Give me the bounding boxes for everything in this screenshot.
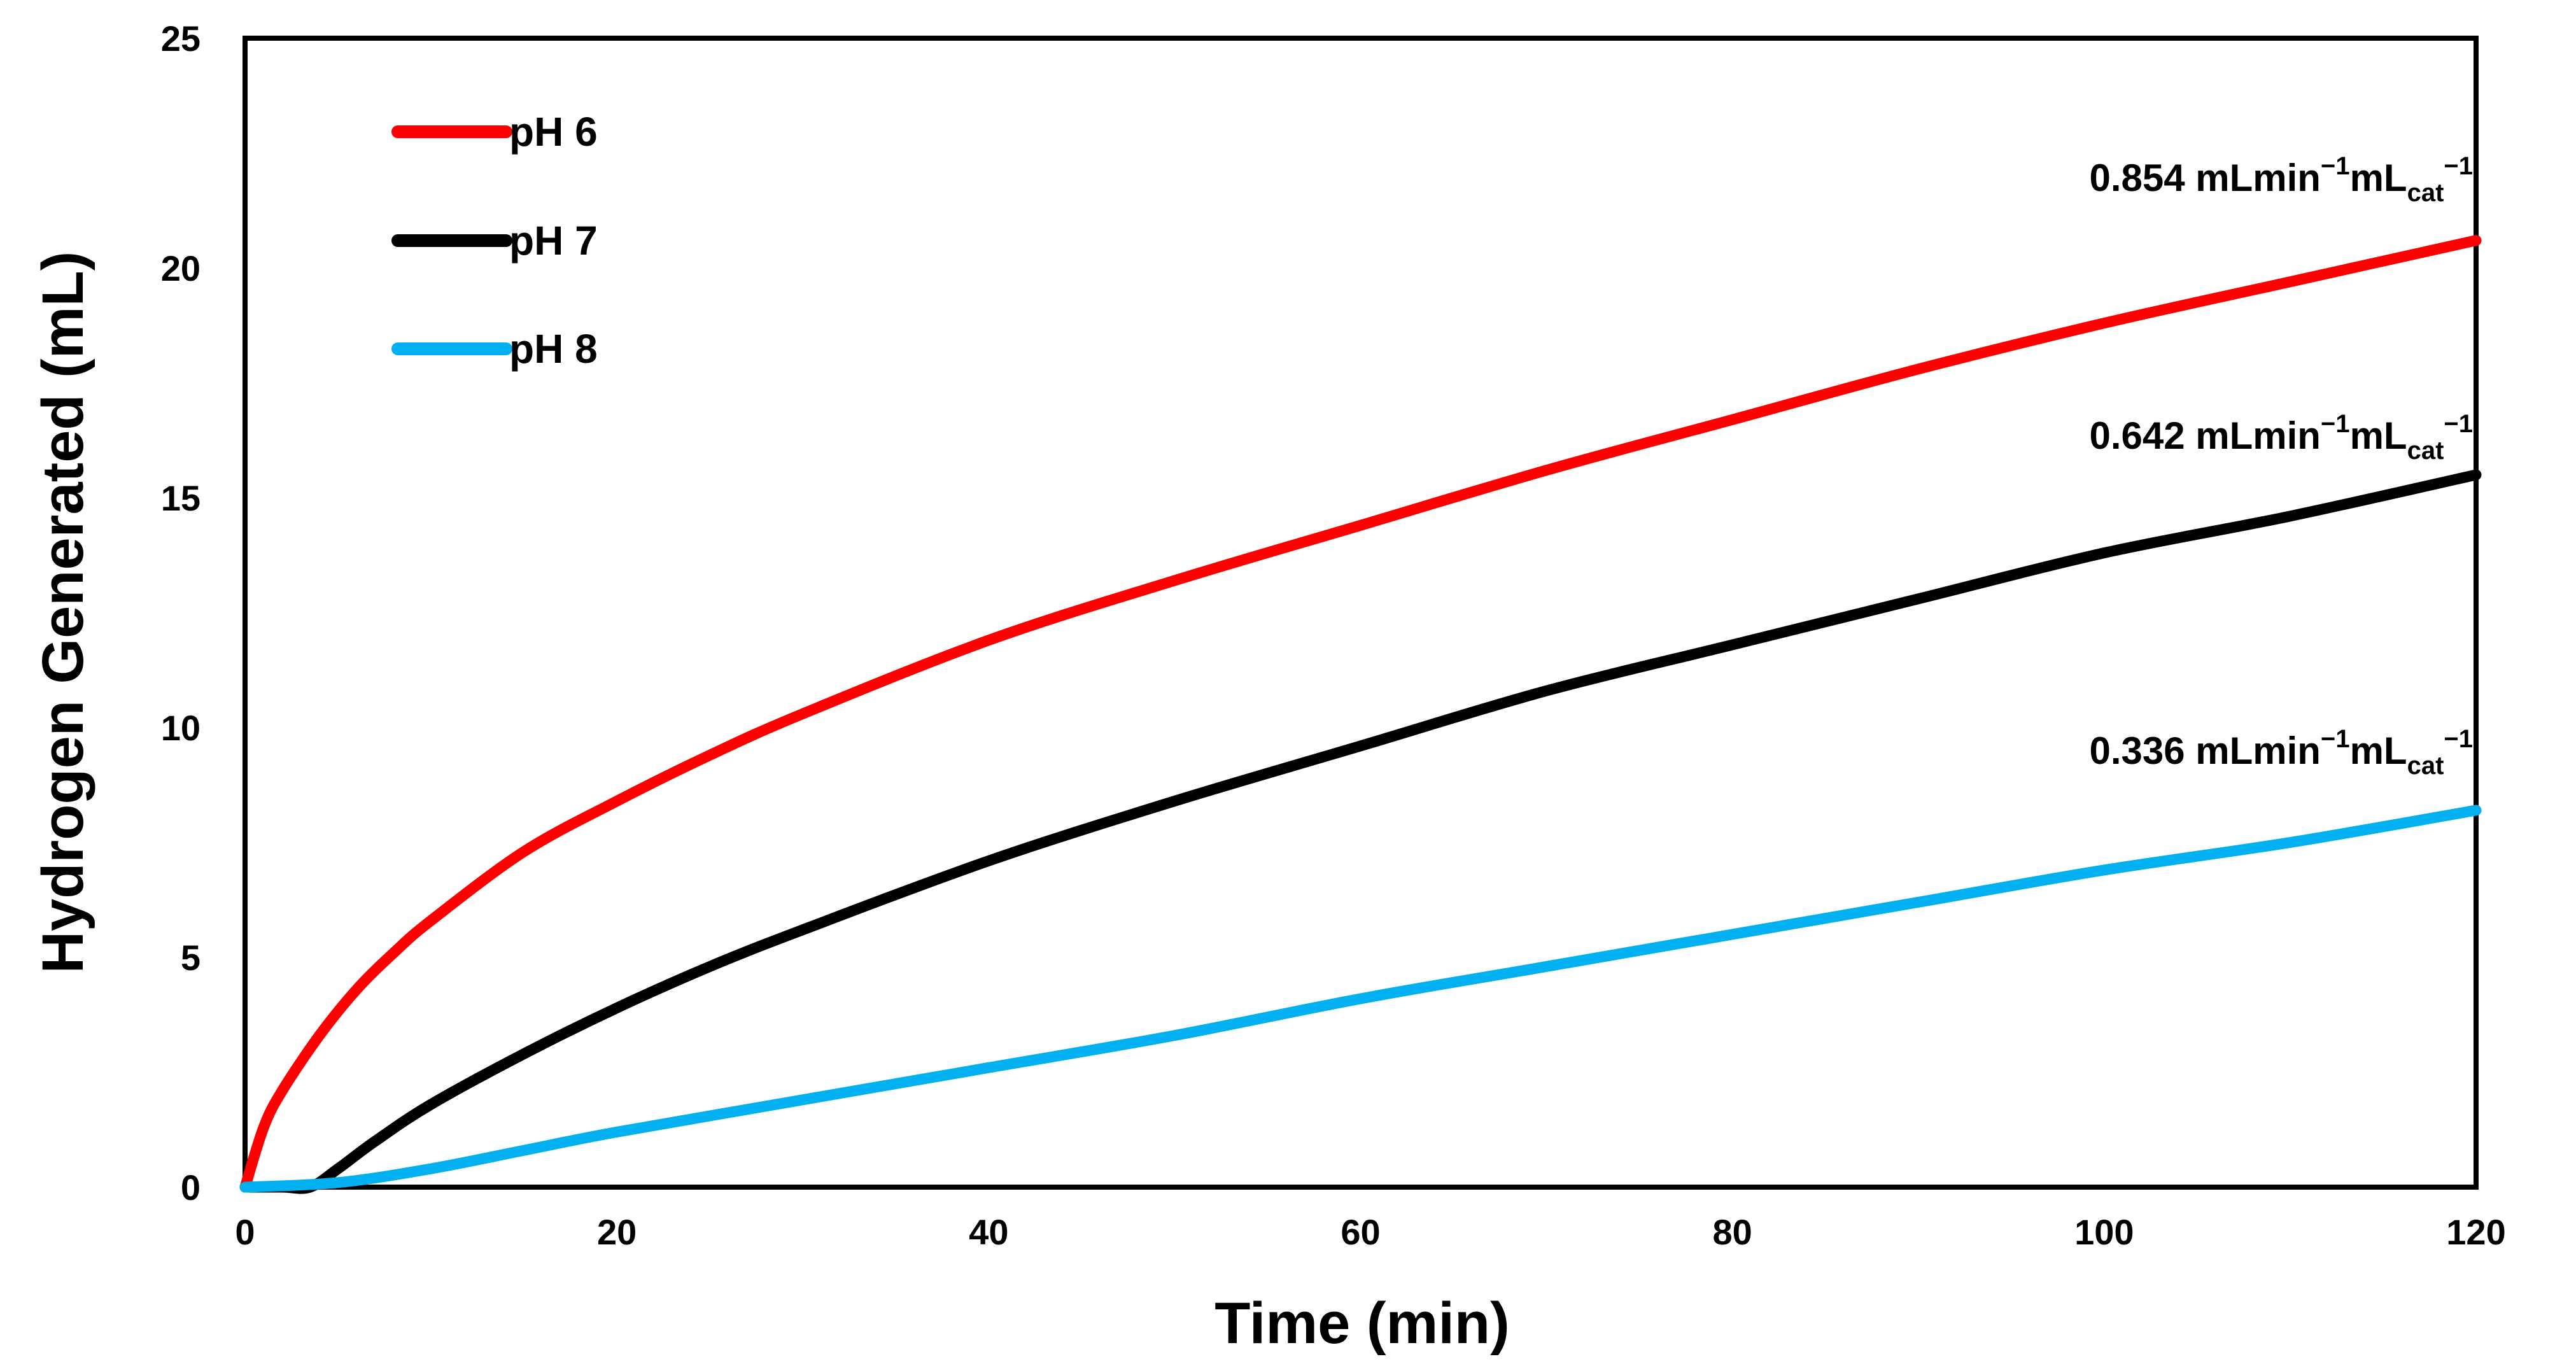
x-tick-label-40: 40 (969, 1212, 1008, 1252)
tick-layer: 0 20 40 60 80 100 120 0 5 10 15 20 25 (161, 18, 2506, 1252)
annotations: 0.854 mLmin−1mLcat−1 0.642 mLmin−1mLcat−1… (2089, 152, 2473, 780)
x-axis-title: Time (min) (1214, 1291, 1509, 1356)
series-line-ph-6 (239, 235, 2482, 1193)
y-tick-label-15: 15 (161, 478, 201, 518)
series-layer (239, 235, 2482, 1194)
y-tick-label-20: 20 (161, 248, 201, 288)
y-tick-label-10: 10 (161, 708, 201, 748)
x-tick-label-60: 60 (1341, 1212, 1380, 1252)
legend-label-ph-6: pH 6 (509, 109, 598, 155)
y-tick-label-5: 5 (181, 938, 201, 978)
x-tick-label-20: 20 (597, 1212, 637, 1252)
y-axis-title: Hydrogen Generated (mL) (31, 251, 95, 974)
rate-annotation-ph-6: 0.854 mLmin−1mLcat−1 (2089, 152, 2473, 207)
y-tick-label-0: 0 (181, 1167, 201, 1208)
legend-label-ph-8: pH 8 (509, 326, 598, 372)
series-line-ph-8 (239, 805, 2482, 1193)
rate-annotation-ph-7: 0.642 mLmin−1mLcat−1 (2089, 410, 2473, 465)
x-tick-label-120: 120 (2446, 1212, 2505, 1252)
y-tick-label-25: 25 (161, 18, 201, 59)
x-tick-label-80: 80 (1713, 1212, 1752, 1252)
x-tick-label-100: 100 (2074, 1212, 2134, 1252)
plot-area-frame (243, 36, 2479, 1190)
legend: pH 6 pH 7 pH 8 (391, 109, 598, 372)
rate-annotation-ph-8: 0.336 mLmin−1mLcat−1 (2089, 725, 2473, 780)
x-tick-label-0: 0 (235, 1212, 255, 1252)
series-line-ph-7 (239, 469, 2482, 1194)
legend-label-ph-7: pH 7 (509, 218, 598, 264)
